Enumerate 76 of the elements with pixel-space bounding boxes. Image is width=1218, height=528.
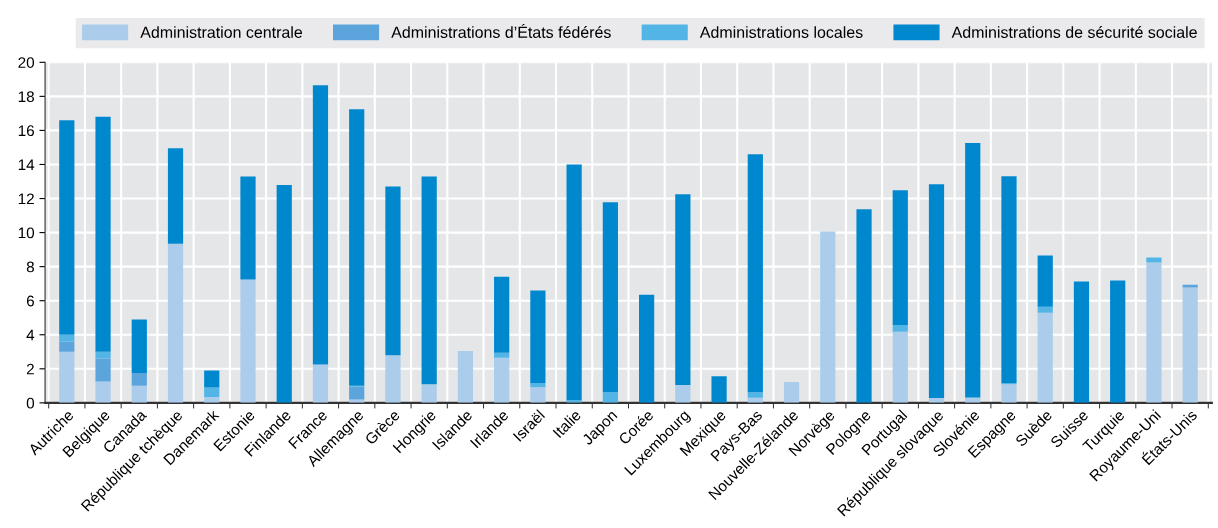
bar [1037,306,1053,313]
bar [131,373,147,386]
legend-label: Administrations de sécurité sociale [951,26,1197,38]
bar [131,319,147,374]
bar [1001,384,1017,403]
bar [457,350,474,403]
bar [59,351,75,403]
bar [820,231,836,403]
bar [421,384,437,403]
bar [1037,255,1053,307]
bar [530,290,546,384]
y-tick-label: 2 [26,363,34,375]
bar [1073,281,1090,403]
bar [1146,257,1162,263]
y-tick-label: 8 [26,261,34,273]
bar [59,341,75,352]
bar [276,184,292,403]
bar [240,279,256,403]
bar [385,186,401,356]
legend-label: Administrations locales [699,26,863,38]
legend-label: Administration centrale [140,26,303,38]
bar [1146,262,1162,403]
bar [675,194,691,385]
y-tick-label: 16 [18,125,34,137]
bar [494,357,510,403]
bar [783,382,800,403]
bar [892,331,908,403]
bar [95,351,111,359]
bar [494,276,510,353]
bar [95,116,111,352]
bar [204,387,220,397]
bar [965,143,981,398]
bar [530,383,546,388]
bar [1037,312,1053,403]
bar [747,392,763,398]
bar [312,85,329,365]
bar [1110,280,1126,403]
bar [892,324,908,332]
bar [349,386,365,400]
bar [131,385,147,403]
bar [747,154,763,393]
y-tick-label: 18 [18,91,34,103]
bar [95,381,111,403]
bar [566,164,582,401]
bar [856,209,872,403]
bar [675,384,691,403]
bar [530,387,546,403]
y-tick-label: 0 [26,397,35,409]
bar [602,202,618,393]
bar [928,184,945,399]
legend-label: Administrations d’États fédérés [391,23,611,38]
bar [312,364,329,403]
y-tick-label: 4 [26,329,35,341]
y-tick-label: 12 [18,193,34,205]
bar [59,120,75,335]
bar [204,370,220,388]
bar [1182,287,1198,403]
bar [349,109,365,386]
y-tick-label: 6 [26,295,34,307]
bar [602,392,618,403]
y-tick-label: 10 [18,227,35,239]
y-tick-label: 20 [18,57,35,68]
bar [167,243,184,403]
bar [494,352,510,358]
bar [639,294,655,403]
bar [240,176,256,280]
bar [711,376,727,403]
bar [1182,284,1198,288]
bar [421,176,437,385]
bar [59,334,75,342]
bar [385,355,401,403]
bar [892,190,908,325]
bar [1001,176,1017,384]
y-tick-label: 14 [18,159,35,171]
bar [95,358,111,382]
bar [167,148,184,244]
